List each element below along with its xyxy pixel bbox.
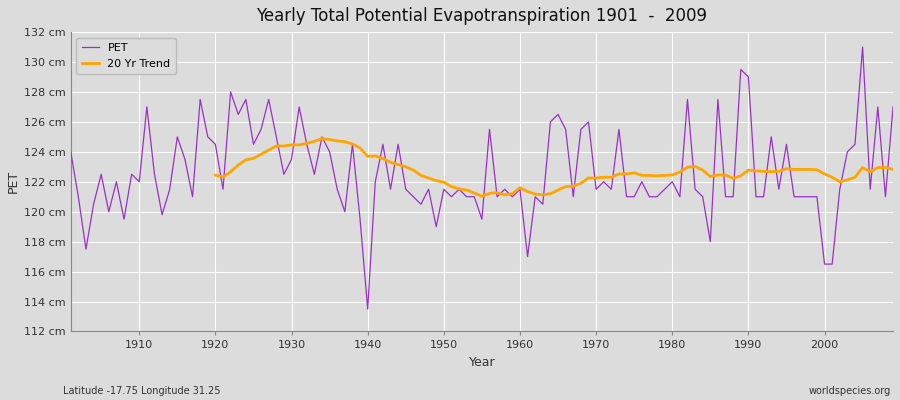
Line: PET: PET — [71, 47, 893, 309]
20 Yr Trend — [507, 191, 517, 196]
20 Yr Trend — [515, 185, 526, 190]
PET — [66, 150, 77, 154]
Y-axis label: PET: PET — [7, 170, 20, 193]
PET — [614, 127, 625, 132]
20 Yr Trend — [339, 139, 350, 144]
PET — [339, 209, 350, 214]
PET — [857, 45, 868, 50]
20 Yr Trend — [293, 142, 304, 147]
Text: Latitude -17.75 Longitude 31.25: Latitude -17.75 Longitude 31.25 — [63, 386, 220, 396]
PET — [363, 307, 374, 312]
PET — [515, 187, 526, 192]
PET — [887, 104, 898, 109]
20 Yr Trend — [606, 175, 616, 180]
PET — [293, 104, 304, 109]
Line: 20 Yr Trend: 20 Yr Trend — [215, 139, 893, 196]
Title: Yearly Total Potential Evapotranspiration 1901  -  2009: Yearly Total Potential Evapotranspiratio… — [256, 7, 707, 25]
PET — [126, 172, 137, 177]
Legend: PET, 20 Yr Trend: PET, 20 Yr Trend — [76, 38, 176, 74]
Text: worldspecies.org: worldspecies.org — [809, 386, 891, 396]
X-axis label: Year: Year — [469, 356, 495, 369]
PET — [522, 254, 533, 259]
20 Yr Trend — [887, 167, 898, 172]
